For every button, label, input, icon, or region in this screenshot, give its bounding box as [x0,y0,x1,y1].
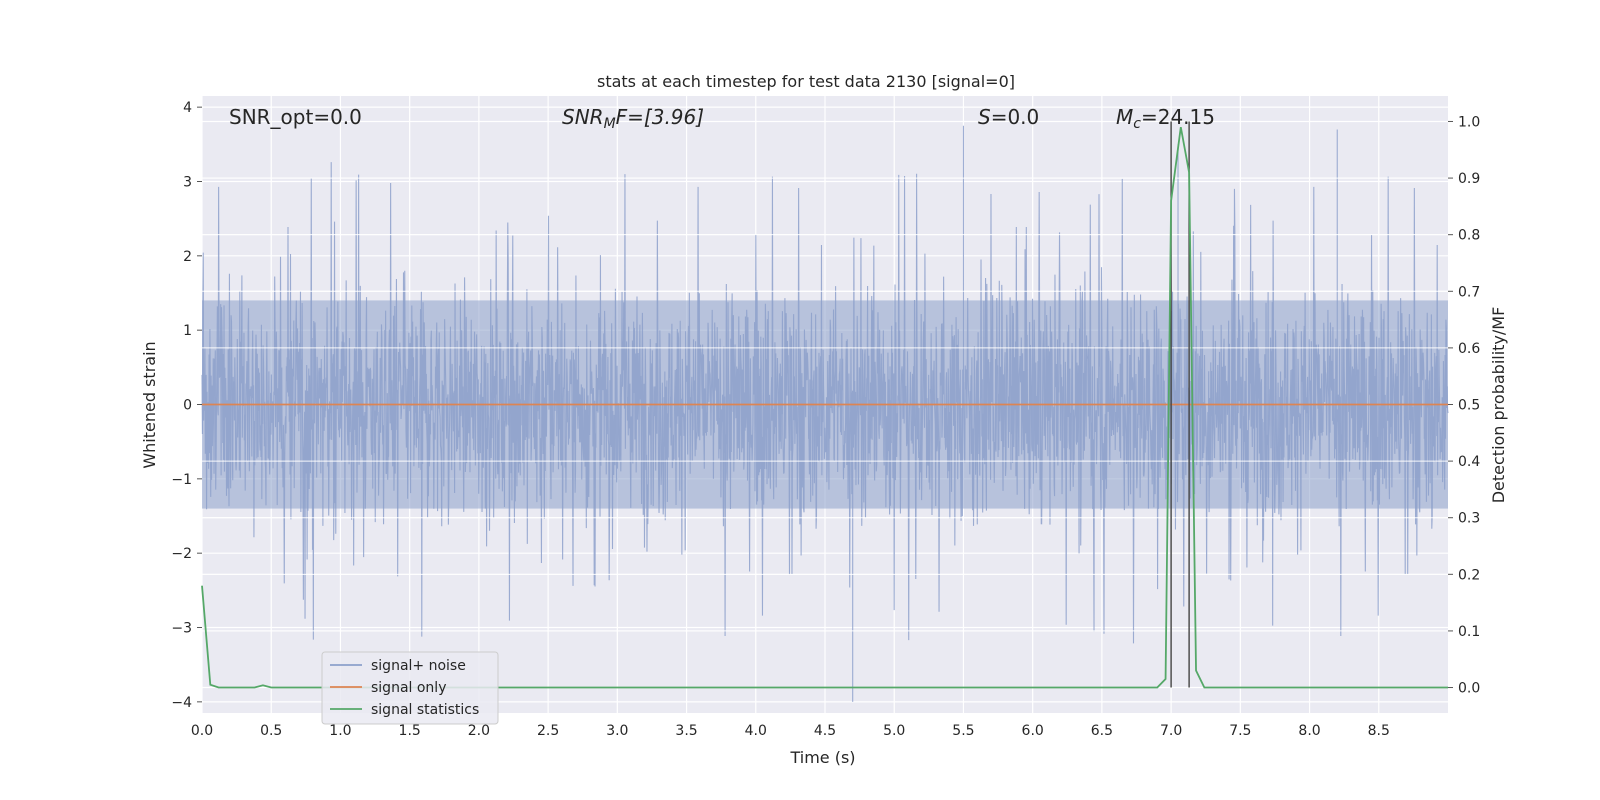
annotation-mc: Mc=24.15 [1116,105,1215,132]
legend-label-noise: signal+ noise [371,658,466,674]
legend-label-stats: signal statistics [371,702,479,718]
y-left-tick-label: −2 [171,546,192,562]
x-tick-label: 8.0 [1298,723,1320,739]
annotation-snr-mf: SNRMF=[3.96] [562,105,704,132]
y-left-tick-label: 2 [183,249,192,265]
x-tick-label: 3.5 [675,723,697,739]
x-tick-label: 3.0 [606,723,628,739]
y-right-axis-ticks: 0.0 0.1 0.2 0.3 0.4 0.5 0.6 0.7 0.8 0.9 1.0 [1448,114,1480,697]
x-tick-label: 6.5 [1091,723,1113,739]
x-tick-label: 4.0 [745,723,767,739]
y-left-tick-label: −4 [171,695,192,711]
x-tick-label: 1.5 [399,723,421,739]
y-right-tick-label: 0.3 [1458,511,1480,527]
x-axis-ticks: 0.0 0.5 1.0 1.5 2.0 2.5 3.0 3.5 4.0 4.5 5.0 5.5 6.0 6… [191,723,1390,739]
y-left-axis-ticks: −4 −3 −2 −1 0 1 2 3 4 [171,100,202,711]
y-right-tick-label: 0.5 [1458,398,1480,414]
x-tick-label: 1.0 [329,723,351,739]
y-right-tick-label: 0.9 [1458,171,1480,187]
y-right-tick-label: 0.2 [1458,567,1480,583]
y-right-tick-label: 0.6 [1458,341,1480,357]
y-right-tick-label: 0.4 [1458,454,1480,470]
y-left-tick-label: −3 [171,621,192,637]
y-left-tick-label: 3 [183,174,192,190]
chart-title: stats at each timestep for test data 213… [597,72,1015,91]
signal-statistics-line [201,126,1448,689]
x-tick-label: 4.5 [814,723,836,739]
x-tick-label: 5.5 [952,723,974,739]
annotation-snr-opt: SNR_opt=0.0 [229,105,362,129]
x-tick-label: 0.0 [191,723,213,739]
y-left-axis-label: Whitened strain [140,341,159,468]
y-right-tick-label: 0.1 [1458,624,1480,640]
y-left-tick-label: −1 [171,472,192,488]
x-tick-label: 8.5 [1368,723,1390,739]
y-left-tick-label: 0 [183,398,192,414]
y-left-tick-label: 4 [183,100,192,116]
y-right-tick-label: 0.0 [1458,681,1480,697]
y-left-tick-label: 1 [183,323,192,339]
signal-statistics-series [201,126,1448,689]
x-axis-label: Time (s) [789,748,855,767]
legend-label-signal: signal only [371,680,446,696]
x-tick-label: 2.0 [468,723,490,739]
x-tick-label: 7.5 [1229,723,1251,739]
y-right-tick-label: 1.0 [1458,114,1480,130]
x-tick-label: 5.0 [883,723,905,739]
annotation-s: S=0.0 [978,105,1039,129]
y-right-axis-label: Detection probability/MF [1489,307,1508,504]
y-right-tick-label: 0.7 [1458,284,1480,300]
x-tick-label: 0.5 [260,723,282,739]
legend: signal+ noise signal only signal statist… [321,651,499,725]
y-right-tick-label: 0.8 [1458,228,1480,244]
x-tick-label: 7.0 [1160,723,1182,739]
x-tick-label: 2.5 [537,723,559,739]
x-tick-label: 6.0 [1022,723,1044,739]
